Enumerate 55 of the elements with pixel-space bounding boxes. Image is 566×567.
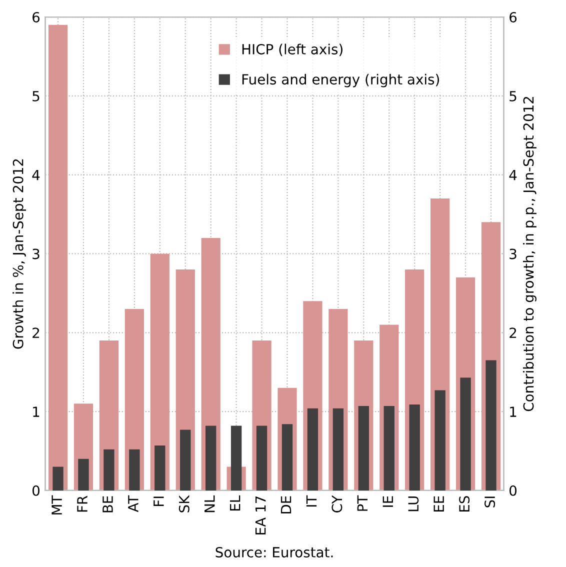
bar [180,430,191,490]
y-tick-label: 3 [32,248,40,260]
y2-axis-title: Contribution to growth, in p.p., Jan-Sept 2012 [522,96,536,412]
bar [307,408,318,490]
legend-label: Fuels and energy (right axis) [242,74,440,88]
y2-tick-label: 5 [510,91,516,102]
bar [460,378,471,490]
x-tick-label: CY [332,495,342,512]
source-note: Source: Eurostat. [216,547,333,558]
bar [332,408,344,490]
x-tick-label: PT [357,495,368,511]
x-tick-label: BE [102,496,113,512]
y-tick-label: 5 [32,91,40,102]
x-tick-label: EA 17 [255,496,266,534]
x-tick-label: IT [306,495,317,507]
bar [358,406,370,490]
x-tick-label: EE [434,496,444,512]
bar [48,24,68,490]
bar [52,466,64,490]
y2-tick-label: 4 [509,170,517,180]
y-tick-label: 4 [32,170,40,180]
x-tick-label: SI [484,496,496,508]
bar [282,424,293,490]
y-tick-label: 1 [33,406,40,417]
y2-tick-label: 2 [510,328,516,338]
bar [129,449,140,490]
x-tick-label: ES [459,496,470,512]
x-tick-label: DE [280,496,292,514]
x-tick-label: EL [230,495,240,510]
legend-label: HICP (left axis) [242,44,342,56]
y-tick-label: 6 [32,12,40,22]
bar [486,360,496,490]
bar [256,426,268,490]
y-tick-label: 0 [32,485,40,496]
x-tick-label: FR [77,496,88,512]
x-tick-label: NL [204,495,215,512]
bar [409,404,420,490]
y2-tick-label: 0 [510,485,517,496]
bar [104,449,114,490]
y2-tick-label: 6 [510,12,517,22]
bar [434,390,446,490]
bar [78,458,89,490]
x-tick-label: AT [128,495,138,512]
bar [384,406,394,490]
x-tick-label: FI [154,496,164,506]
y-axis-title: Growth in %, Jan-Sept 2012 [12,159,26,349]
y-tick-label: 2 [32,328,40,338]
x-tick-label: SK [178,495,190,512]
y2-tick-label: 3 [510,248,516,260]
x-tick-label: MT [52,495,62,514]
x-tick-label: LU [408,496,419,512]
x-tick-label: IE [382,496,393,507]
y2-tick-label: 1 [510,406,516,417]
bar [154,445,166,490]
bar [205,426,216,490]
